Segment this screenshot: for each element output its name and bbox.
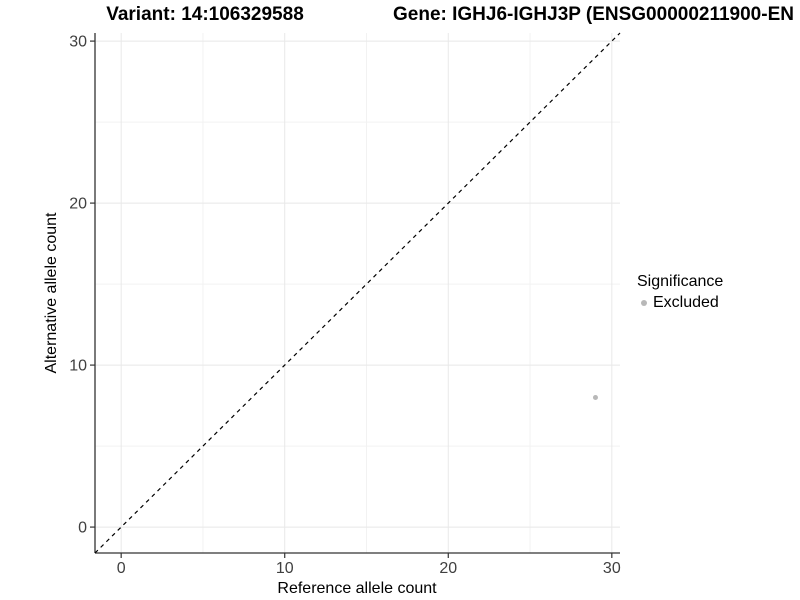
axis-lines — [94, 33, 620, 554]
legend-key-dot — [641, 299, 647, 306]
x-axis-tick-labels: 0 10 20 30 — [117, 560, 621, 577]
data-points — [592, 394, 598, 400]
y-axis-title: Alternative allele count — [43, 212, 60, 374]
axis-tick-marks — [90, 40, 613, 558]
identity-line — [94, 32, 621, 554]
x-axis-title: Reference allele count — [277, 580, 437, 597]
y-tick-label: 30 — [69, 34, 87, 51]
y-tick-label: 0 — [78, 520, 87, 537]
grid-major-lines — [95, 33, 620, 553]
plot-title-gene: Gene: IGHJ6-IGHJ3P (ENSG00000211900-EN — [393, 4, 794, 25]
x-tick-label: 20 — [439, 560, 457, 577]
legend: Significance Excluded — [637, 272, 723, 312]
data-point — [592, 394, 598, 400]
plot-title-variant: Variant: 14:106329588 — [106, 4, 304, 25]
y-tick-label: 20 — [69, 196, 87, 213]
grid-minor-lines — [95, 33, 620, 553]
y-tick-label: 10 — [69, 358, 87, 375]
identity-dashed-line — [94, 32, 621, 554]
legend-item-label: Excluded — [653, 294, 719, 311]
x-tick-label: 0 — [117, 560, 126, 577]
legend-item-excluded[interactable]: Excluded — [637, 293, 723, 312]
y-axis-tick-labels: 0 10 20 30 — [69, 34, 87, 537]
x-tick-label: 30 — [603, 560, 621, 577]
x-tick-label: 10 — [276, 560, 294, 577]
legend-title: Significance — [637, 273, 724, 290]
